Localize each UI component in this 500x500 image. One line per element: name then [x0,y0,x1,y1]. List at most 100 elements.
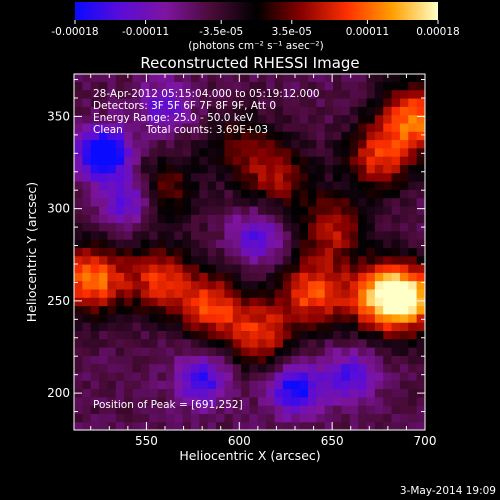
heatmap-cell [82,106,92,116]
heatmap-cell [140,97,150,107]
heatmap-cell [232,74,242,82]
heatmap-cell [149,81,159,91]
heatmap-cell [191,239,200,248]
heatmap-cell [241,322,251,331]
heatmap-cell [333,288,343,298]
heatmap-cell [191,272,200,282]
heatmap-cell [191,330,200,340]
heatmap-cell [274,338,284,348]
heatmap-cell [232,247,242,257]
heatmap-cell [115,371,125,381]
heatmap-cell [416,355,425,365]
heatmap-cell [416,172,425,182]
heatmap-cell [383,280,393,290]
heatmap-cell [383,346,393,356]
heatmap-cell [107,97,117,107]
heatmap-cell [165,139,175,149]
heatmap-cell [274,222,284,232]
heatmap-cell [416,74,425,82]
heatmap-cell [140,131,150,141]
heatmap-cell [199,247,209,257]
heatmap-cell [132,338,142,348]
heatmap-cell [358,288,368,298]
heatmap-cell [241,131,251,141]
heatmap-cell [224,172,234,182]
heatmap-cell [399,388,409,398]
heatmap-cell [299,355,309,365]
heatmap-cell [232,122,242,132]
heatmap-cell [157,114,167,124]
heatmap-cell [266,222,276,232]
heatmap-cell [224,288,234,298]
heatmap-cell [308,164,317,174]
heatmap-cell [308,305,317,315]
heatmap-cell [199,189,209,199]
heatmap-cell [249,263,259,273]
heatmap-cell [241,114,251,124]
heatmap-cell [90,322,100,331]
heatmap-cell [132,222,142,232]
heatmap-cell [174,122,184,132]
heatmap-cell [399,122,409,132]
heatmap-cell [140,147,150,157]
heatmap-cell [232,355,242,365]
heatmap-cell [90,189,100,199]
x-axis-label: Heliocentric X (arcsec) [179,448,320,463]
heatmap-cell [74,355,83,365]
heatmap-cell [266,81,276,91]
heatmap-cell [124,81,134,91]
heatmap-cell [257,305,267,315]
heatmap-cell [257,297,267,307]
heatmap-cell [140,288,150,298]
heatmap-cell [374,147,384,157]
heatmap-cell [140,413,150,423]
heatmap-cell [324,205,334,215]
heatmap-cell [82,346,92,356]
heatmap-cell [216,338,226,348]
heatmap-cell [82,313,92,323]
heatmap-cell [308,388,317,398]
heatmap-cell [74,164,83,174]
heatmap-cell [165,280,175,290]
heatmap-cell [216,106,226,116]
heatmap-cell [408,139,418,149]
heatmap-cell [416,222,425,232]
heatmap-cell [383,156,393,165]
heatmap-cell [165,131,175,141]
heatmap-cell [149,280,159,290]
heatmap-cell [274,197,284,207]
heatmap-cell [391,172,401,182]
heatmap-cell [324,355,334,365]
heatmap-cell [341,89,351,99]
heatmap-cell [232,297,242,307]
heatmap-cell [115,114,125,124]
heatmap-cell [324,263,334,273]
heatmap-cell [316,346,326,356]
heatmap-cell [165,197,175,207]
heatmap-cell [174,371,184,381]
heatmap-cell [216,97,226,107]
heatmap-cell [224,263,234,273]
heatmap-cell [82,297,92,307]
heatmap-cell [408,272,418,282]
heatmap-cell [282,413,292,423]
heatmap-cell [274,97,284,107]
heatmap-cell [341,97,351,107]
heatmap-cell [99,122,109,132]
heatmap-cell [216,280,226,290]
heatmap-cell [199,147,209,157]
x-tick-label: 600 [228,434,251,448]
heatmap-cell [333,313,343,323]
heatmap-cell [324,197,334,207]
heatmap-cell [257,89,267,99]
heatmap-cell [274,81,284,91]
heatmap-cell [82,230,92,240]
heatmap-cell [349,214,359,224]
heatmap-cell [299,156,309,165]
heatmap-cell [99,172,109,182]
heatmap-cell [408,131,418,141]
heatmap-cell [157,338,167,348]
heatmap-cell [199,222,209,232]
heatmap-cell [199,346,209,356]
heatmap-cell [366,131,376,141]
